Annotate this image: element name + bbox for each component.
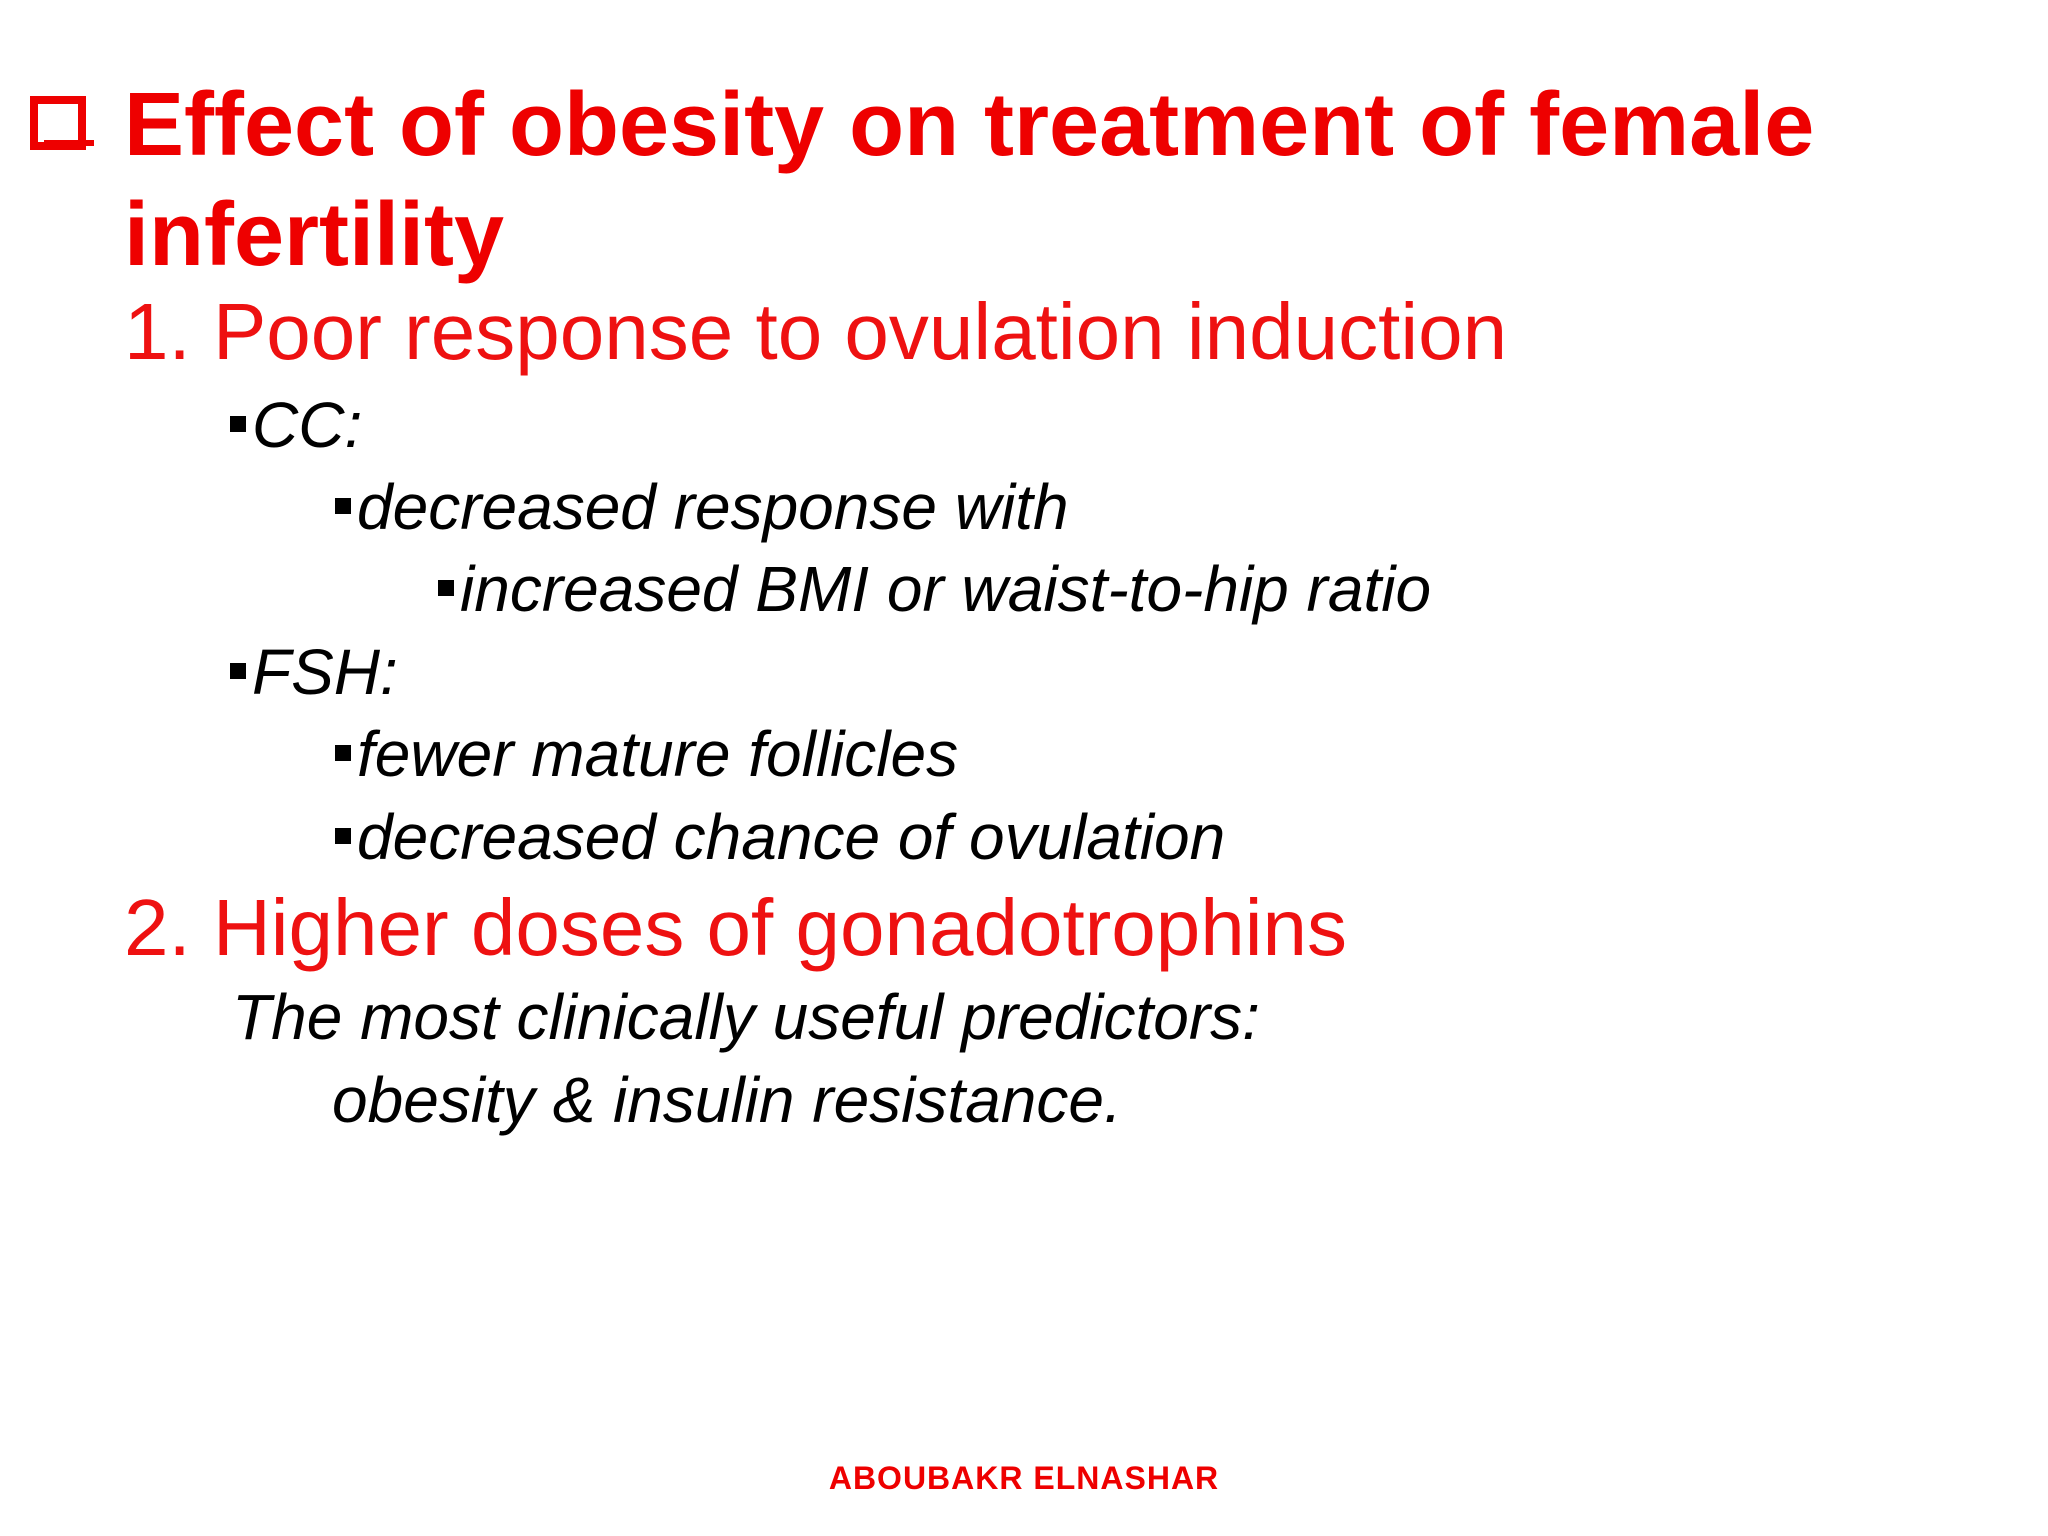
- bullet-decreased-response: decreased response with: [335, 475, 1069, 539]
- square-bullet-icon: [335, 745, 351, 762]
- bullet-fewer-follicles-label: fewer mature follicles: [357, 718, 959, 790]
- bullet-cc-label: CC:: [252, 389, 363, 461]
- bullet-decreased-response-label: decreased response with: [357, 471, 1069, 543]
- predictors-text-line2: obesity & insulin resistance.: [332, 1064, 1122, 1136]
- checkbox-icon: [30, 96, 94, 150]
- square-bullet-icon: [335, 498, 351, 515]
- footer-author: ABOUBAKR ELNASHAR: [828, 1460, 1220, 1496]
- bullet-decreased-ovulation: decreased chance of ovulation: [335, 805, 1225, 869]
- bullet-fewer-follicles: fewer mature follicles: [335, 722, 958, 786]
- section-2-heading: 2. Higher doses of gonadotrophins: [124, 883, 1348, 972]
- bullet-increased-bmi-label: increased BMI or waist-to-hip ratio: [460, 553, 1432, 625]
- bullet-increased-bmi: increased BMI or waist-to-hip ratio: [438, 557, 1431, 621]
- slide-title-line2: infertility: [124, 185, 505, 285]
- predictors-text-line1: The most clinically useful predictors:: [232, 981, 1260, 1053]
- square-bullet-icon: [335, 828, 351, 845]
- square-bullet-icon: [230, 416, 246, 433]
- section-1-heading: 1. Poor response to ovulation induction: [124, 287, 1508, 376]
- bullet-fsh-label: FSH:: [252, 636, 398, 708]
- square-bullet-icon: [438, 580, 454, 597]
- bullet-cc: CC:: [230, 393, 362, 457]
- bullet-fsh: FSH:: [230, 640, 398, 704]
- bullet-decreased-ovulation-label: decreased chance of ovulation: [357, 801, 1226, 873]
- square-bullet-icon: [230, 663, 246, 680]
- slide-title-line1: Effect of obesity on treatment of female: [124, 75, 1815, 175]
